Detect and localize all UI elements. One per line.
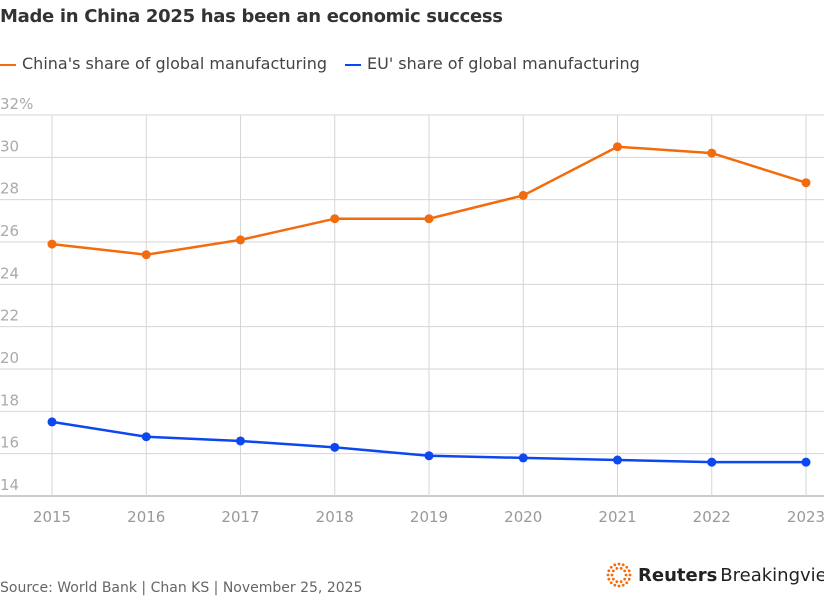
data-point <box>47 239 57 249</box>
data-point <box>518 453 528 463</box>
data-point <box>47 417 57 427</box>
y-tick-label: 14 <box>0 476 19 494</box>
legend: China's share of global manufacturing EU… <box>0 54 640 73</box>
data-point <box>236 235 245 245</box>
data-point <box>424 451 434 461</box>
data-point <box>141 432 151 442</box>
y-tick-label: 26 <box>0 222 19 240</box>
data-point <box>613 455 622 465</box>
legend-label: EU' share of global manufacturing <box>367 54 640 73</box>
x-tick-label: 2018 <box>316 508 354 526</box>
brand-light: Breakingviews <box>720 564 824 586</box>
data-point <box>801 178 811 188</box>
data-point <box>330 214 340 224</box>
data-point <box>707 148 717 158</box>
y-tick-label: 22 <box>0 307 19 325</box>
brand-bold: Reuters <box>638 564 718 586</box>
chart-title: Made in China 2025 has been an economic … <box>0 6 503 27</box>
y-tick-label: 20 <box>0 349 19 367</box>
y-tick-label: 24 <box>0 264 19 282</box>
data-point <box>518 190 528 200</box>
x-tick-label: 2020 <box>504 508 542 526</box>
data-point <box>236 436 245 446</box>
legend-item-eu: EU' share of global manufacturing <box>345 54 640 73</box>
data-point <box>801 457 811 467</box>
x-tick-label: 2015 <box>33 508 71 526</box>
source-note: Source: World Bank | Chan KS | November … <box>0 580 363 596</box>
x-tick-label: 2022 <box>693 508 731 526</box>
x-tick-label: 2021 <box>598 508 636 526</box>
x-tick-label: 2023 <box>787 508 824 526</box>
legend-label: China's share of global manufacturing <box>22 54 327 73</box>
x-tick-label: 2017 <box>221 508 259 526</box>
x-tick-label: 2016 <box>127 508 165 526</box>
reuters-logo: ReutersBreakingviews <box>606 562 824 588</box>
data-point <box>707 457 717 467</box>
y-tick-label: 32% <box>0 95 33 113</box>
x-tick-label: 2019 <box>410 508 448 526</box>
logo-icon <box>606 562 632 588</box>
legend-item-china: China's share of global manufacturing <box>0 54 327 73</box>
data-point <box>330 442 340 452</box>
data-point <box>613 142 622 152</box>
y-tick-label: 28 <box>0 180 19 198</box>
y-tick-label: 30 <box>0 137 19 155</box>
y-tick-label: 18 <box>0 391 19 409</box>
data-point <box>141 250 151 260</box>
data-point <box>424 214 434 224</box>
y-tick-label: 16 <box>0 434 19 452</box>
